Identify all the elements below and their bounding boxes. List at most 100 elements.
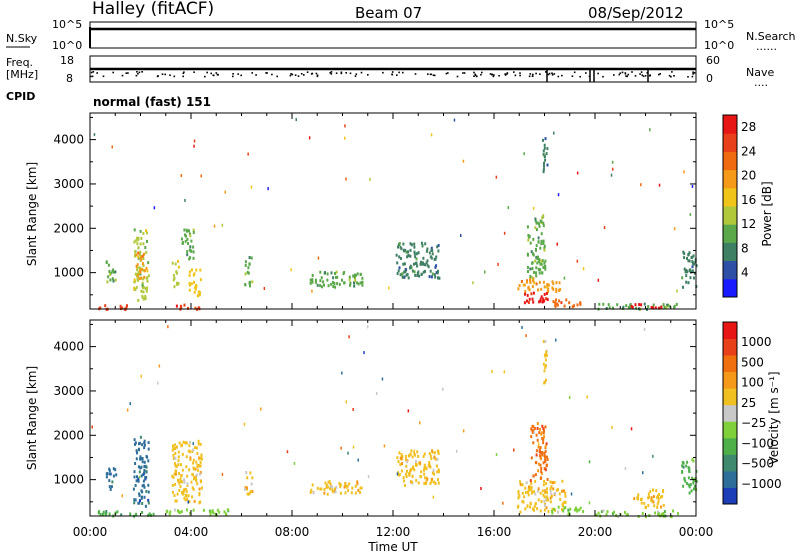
echo-cell <box>184 239 187 243</box>
echo-cell <box>191 268 193 272</box>
echo-cell <box>519 480 522 484</box>
colorbar-segment <box>723 151 737 171</box>
echo-cell <box>190 282 193 286</box>
echo-cell <box>361 280 364 284</box>
nave-point <box>427 73 429 75</box>
nave-point <box>498 74 500 77</box>
echo-cell <box>657 497 660 501</box>
echo-cell <box>423 466 426 470</box>
echo-cell <box>517 504 520 508</box>
nave-point <box>217 74 219 76</box>
echo-cell <box>552 282 555 286</box>
echo-cell <box>323 491 326 495</box>
echo-cell <box>319 284 322 288</box>
echo-cell <box>112 270 115 274</box>
echo-cell <box>338 282 341 286</box>
echo-speck <box>184 198 186 202</box>
echo-cell <box>331 488 334 492</box>
echo-cell <box>627 305 630 309</box>
echo-cell <box>172 475 175 479</box>
echo-cell <box>108 485 111 489</box>
colorbar-segment <box>723 454 737 472</box>
nave-point <box>671 71 673 73</box>
echo-cell <box>146 286 149 290</box>
echo-cell <box>172 273 175 277</box>
echo-cell <box>244 283 247 287</box>
echo-cell <box>140 236 143 240</box>
colorbar-tick-label: 100 <box>741 376 764 390</box>
x-axis-title: Time UT <box>367 540 418 554</box>
echo-cell <box>543 452 546 455</box>
echo-cell <box>420 470 423 474</box>
echo-cell <box>140 276 143 280</box>
echo-cell <box>424 242 427 246</box>
echo-cell <box>399 273 402 277</box>
echo-speck <box>611 426 613 429</box>
echo-cell <box>246 476 249 480</box>
echo-cell <box>353 281 355 285</box>
echo-cell <box>402 242 405 246</box>
echo-cell <box>434 265 437 269</box>
echo-cell <box>171 474 174 478</box>
echo-cell <box>173 443 176 447</box>
echo-cell <box>689 483 692 487</box>
echo-cell <box>437 481 440 485</box>
echo-speck <box>91 425 93 429</box>
echo-cell <box>193 290 196 294</box>
colorbar-tick-label: −100 <box>741 436 774 450</box>
nave-tick-bottom: 0 <box>706 72 713 85</box>
echo-cell <box>555 287 558 291</box>
echo-cell <box>214 512 217 516</box>
echo-cell <box>683 252 686 256</box>
echo-cell <box>111 277 114 281</box>
nave-point <box>634 75 637 77</box>
echo-cell <box>602 302 605 306</box>
echo-cell <box>410 243 413 247</box>
echo-cell <box>141 443 144 447</box>
echo-cell <box>541 216 544 220</box>
echo-cell <box>543 508 546 512</box>
echo-cell <box>557 505 560 509</box>
x-tick-label: 16:00 <box>477 525 512 539</box>
echo-cell <box>192 245 195 249</box>
echo-cell <box>550 494 553 498</box>
echo-cell <box>429 454 432 458</box>
echo-cell <box>544 445 547 449</box>
echo-speck <box>295 118 297 122</box>
echo-cell <box>357 282 360 286</box>
echo-cell <box>202 508 205 512</box>
echo-cell <box>437 276 440 280</box>
echo-cell <box>192 273 195 277</box>
echo-cell <box>561 479 564 483</box>
echo-speck <box>121 494 123 498</box>
echo-cell <box>542 167 545 171</box>
nave-point <box>91 75 94 78</box>
echo-cell <box>423 463 426 467</box>
echo-cell <box>361 283 364 287</box>
echo-cell <box>142 232 145 235</box>
echo-cell <box>172 444 174 448</box>
nave-point <box>291 73 294 76</box>
echo-cell <box>146 239 148 243</box>
echo-cell <box>665 305 668 309</box>
echo-cell <box>125 306 128 310</box>
echo-cell <box>98 510 101 514</box>
echo-cell <box>693 271 696 275</box>
echo-cell <box>656 505 659 509</box>
echo-cell <box>247 266 250 270</box>
echo-cell <box>349 283 351 287</box>
echo-cell <box>197 290 200 294</box>
echo-cell <box>195 478 198 482</box>
echo-cell <box>344 482 347 486</box>
echo-cell <box>216 508 219 512</box>
echo-cell <box>530 427 533 431</box>
echo-cell <box>150 513 152 517</box>
echo-cell <box>652 500 655 504</box>
echo-cell <box>144 294 147 298</box>
echo-cell <box>547 510 550 513</box>
echo-speck <box>383 444 386 448</box>
echo-cell <box>431 249 434 252</box>
echo-speck <box>460 234 462 237</box>
echo-cell <box>142 286 145 290</box>
echo-cell <box>666 303 669 307</box>
